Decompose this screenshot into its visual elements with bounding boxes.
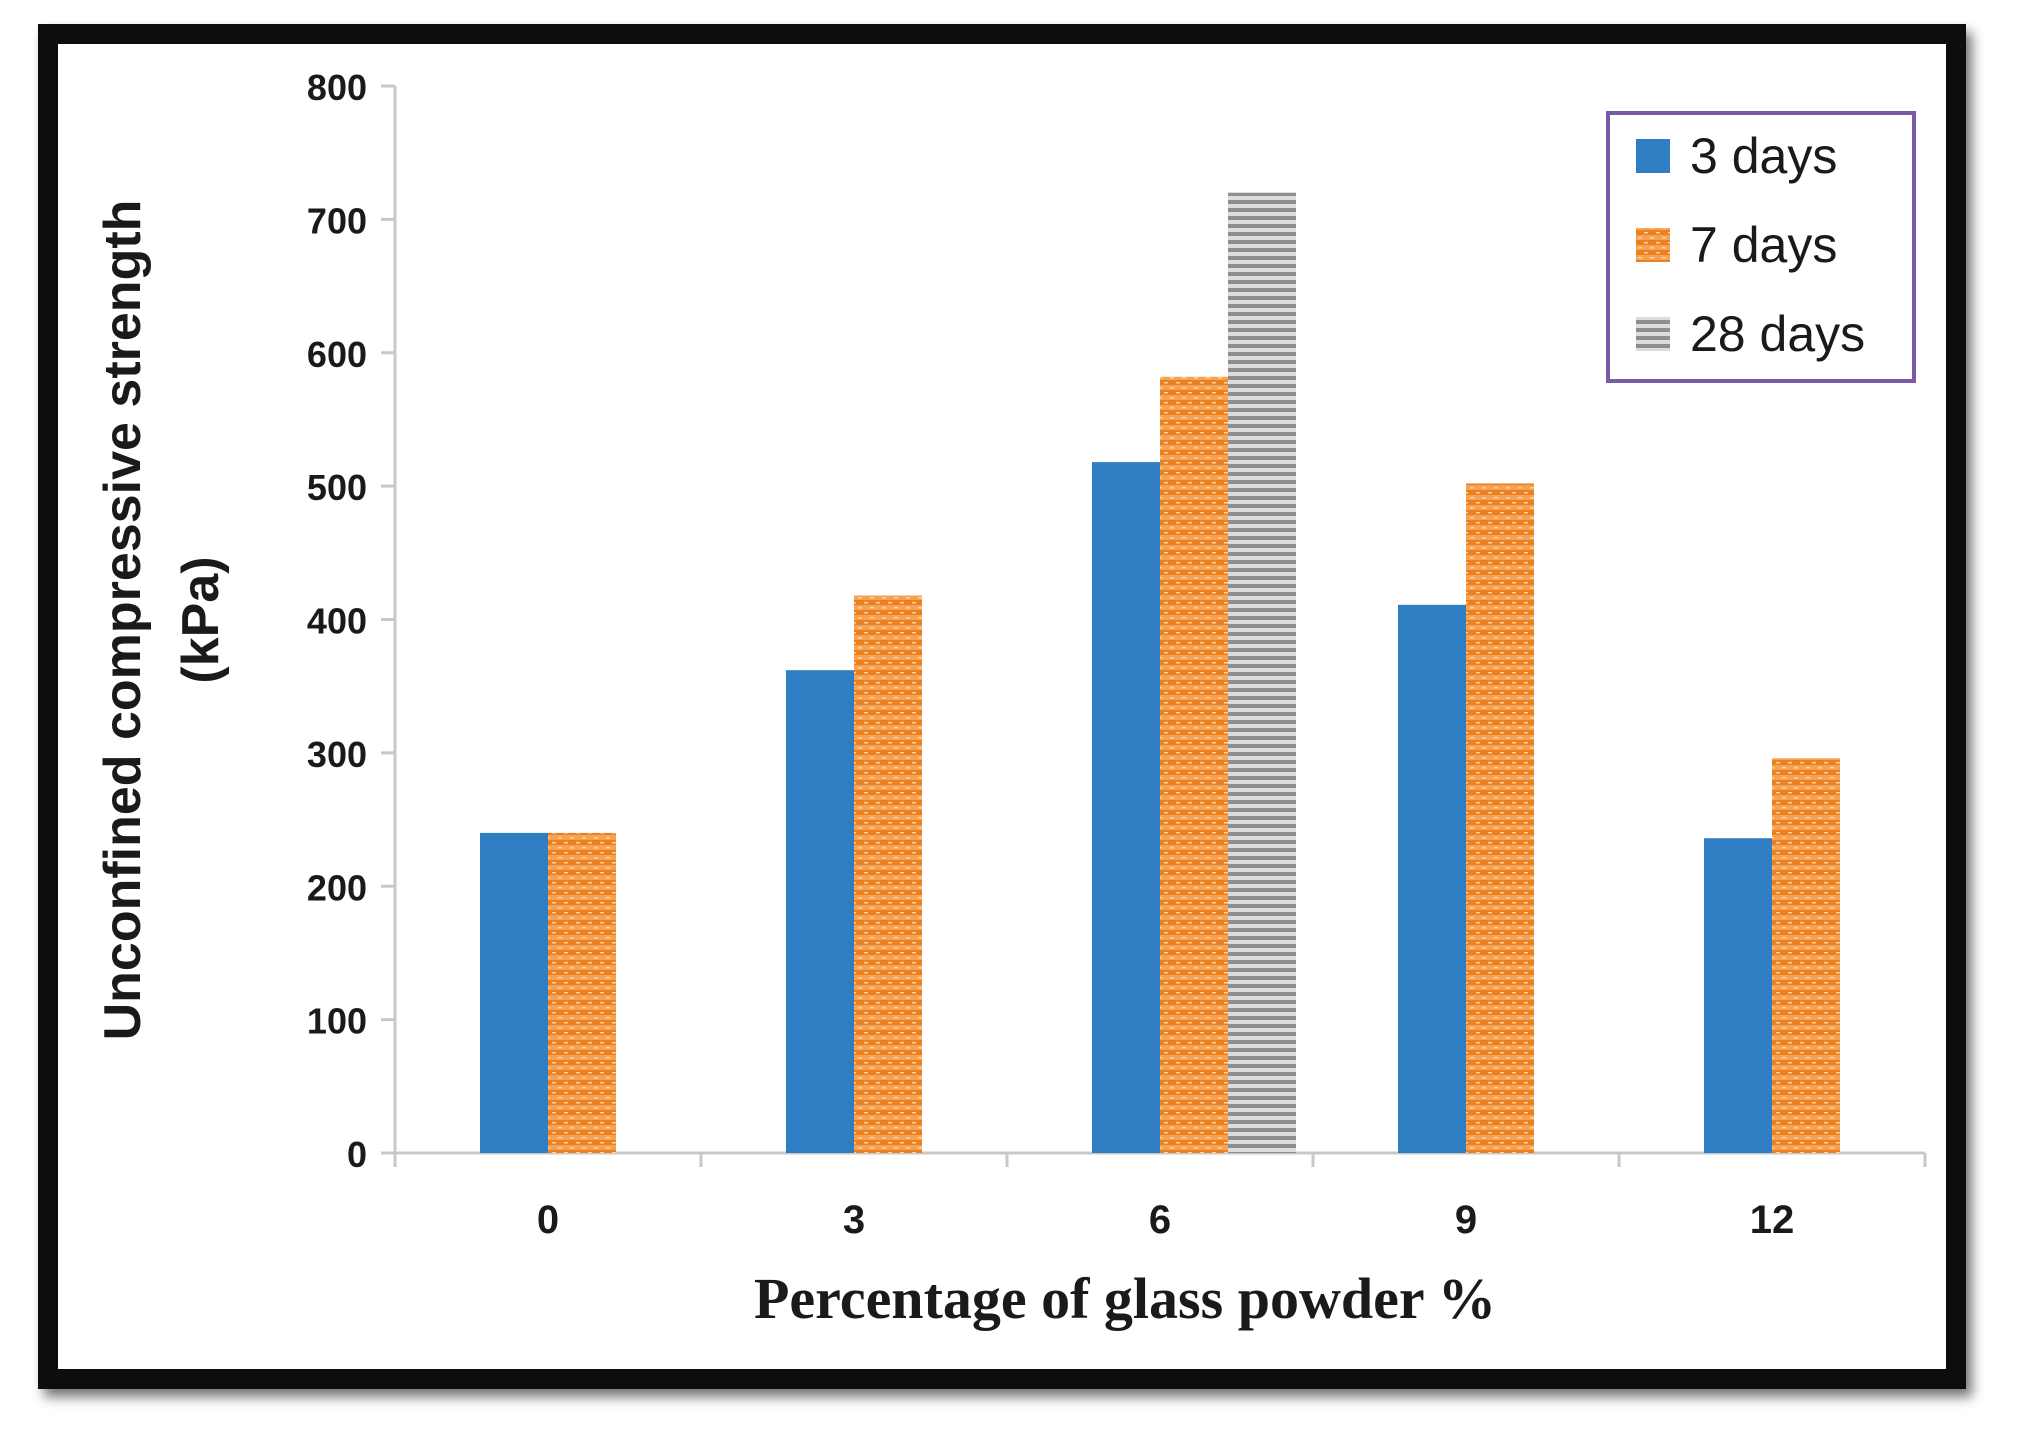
x-tick-label: 12	[1750, 1198, 1795, 1242]
bar-3-days-3	[786, 670, 854, 1153]
y-tick-label: 700	[307, 200, 367, 241]
y-tick-label: 800	[307, 67, 367, 108]
y-tick-label: 600	[307, 334, 367, 375]
y-axis-title-units: (kPa)	[172, 556, 230, 683]
bar-7-days-0	[548, 832, 616, 1153]
bar-7-days-6	[1160, 376, 1228, 1153]
y-tick-label: 100	[307, 1001, 367, 1042]
legend-label-7-days: 7 days	[1690, 217, 1837, 273]
bar-7-days-3	[854, 595, 922, 1153]
legend: 3 days 7 days 28 days	[1606, 111, 1916, 383]
bar-3-days-12	[1704, 838, 1772, 1153]
x-axis-title: Percentage of glass powder %	[754, 1266, 1496, 1331]
bar-3-days-0	[480, 832, 548, 1153]
x-tick-label: 6	[1149, 1198, 1171, 1242]
x-tick-label: 0	[537, 1198, 559, 1242]
y-tick-label: 500	[307, 467, 367, 508]
y-tick-label: 200	[307, 867, 367, 908]
y-tick-label: 300	[307, 734, 367, 775]
bar-28-days-6	[1228, 192, 1296, 1153]
x-tick-label: 3	[843, 1198, 865, 1242]
legend-label-28-days: 28 days	[1690, 306, 1865, 362]
y-tick-label: 400	[307, 601, 367, 642]
legend-swatch-3-days	[1636, 139, 1670, 173]
bar-7-days-12	[1772, 758, 1840, 1153]
plot-area: 0 100 200 300 400 500 600 700 800 0 3 6 9 12	[307, 67, 1927, 1242]
bar-7-days-9	[1466, 483, 1534, 1153]
legend-swatch-28-days	[1636, 317, 1670, 351]
bar-3-days-9	[1398, 604, 1466, 1153]
y-tick-label: 0	[347, 1134, 367, 1175]
x-tick-label: 9	[1455, 1198, 1477, 1242]
legend-swatch-7-days	[1636, 228, 1670, 262]
y-axis-title: Unconfined compressive strength	[94, 200, 152, 1041]
bar-3-days-6	[1092, 462, 1160, 1153]
legend-label-3-days: 3 days	[1690, 128, 1837, 184]
